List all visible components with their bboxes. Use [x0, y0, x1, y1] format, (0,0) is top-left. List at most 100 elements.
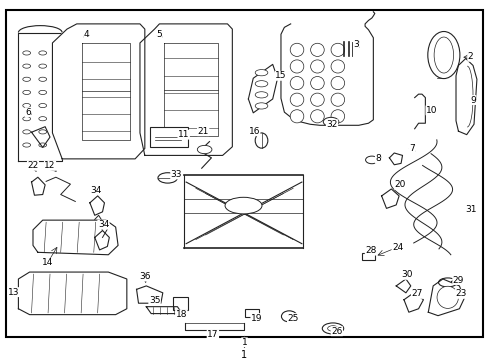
Text: 27: 27: [410, 289, 422, 298]
Polygon shape: [95, 230, 109, 250]
Polygon shape: [455, 58, 476, 135]
Text: 34: 34: [90, 185, 102, 194]
Ellipse shape: [158, 173, 177, 183]
Text: 6: 6: [25, 108, 31, 117]
Ellipse shape: [255, 103, 267, 109]
Ellipse shape: [289, 43, 303, 57]
Ellipse shape: [330, 43, 344, 57]
Ellipse shape: [23, 90, 30, 94]
Ellipse shape: [433, 37, 453, 73]
Text: 22: 22: [27, 161, 39, 170]
Ellipse shape: [330, 110, 344, 123]
Ellipse shape: [255, 69, 267, 76]
Ellipse shape: [255, 133, 267, 148]
Text: 36: 36: [139, 272, 150, 281]
Ellipse shape: [310, 76, 324, 90]
Text: 17: 17: [207, 330, 218, 339]
Ellipse shape: [289, 76, 303, 90]
Text: 5: 5: [156, 30, 162, 39]
Bar: [172, 297, 188, 310]
Bar: [245, 310, 259, 317]
Ellipse shape: [23, 77, 30, 81]
Text: 33: 33: [170, 170, 182, 179]
Polygon shape: [33, 220, 118, 255]
Ellipse shape: [23, 51, 30, 55]
Text: 10: 10: [425, 106, 437, 115]
Polygon shape: [52, 24, 144, 159]
Polygon shape: [140, 24, 232, 156]
Text: 25: 25: [287, 314, 298, 323]
Ellipse shape: [197, 145, 211, 154]
Text: 16: 16: [248, 127, 260, 136]
Polygon shape: [90, 196, 104, 215]
Text: 29: 29: [452, 275, 463, 284]
Ellipse shape: [39, 117, 46, 121]
Ellipse shape: [39, 90, 46, 94]
Text: 9: 9: [469, 95, 475, 104]
Text: 35: 35: [148, 296, 160, 305]
Text: 34: 34: [98, 220, 109, 229]
Ellipse shape: [23, 103, 30, 108]
Text: 31: 31: [464, 204, 475, 213]
Text: 3: 3: [353, 40, 359, 49]
Text: 21: 21: [197, 127, 208, 136]
Text: 18: 18: [175, 310, 186, 319]
Polygon shape: [19, 32, 62, 161]
Ellipse shape: [438, 278, 456, 287]
Text: 1: 1: [241, 350, 247, 360]
Ellipse shape: [255, 92, 267, 98]
Text: 8: 8: [375, 154, 380, 163]
Ellipse shape: [365, 156, 377, 164]
Ellipse shape: [39, 130, 46, 134]
Bar: [362, 253, 374, 260]
FancyBboxPatch shape: [6, 10, 482, 337]
Ellipse shape: [323, 117, 338, 126]
Ellipse shape: [327, 326, 338, 331]
Text: 24: 24: [391, 243, 403, 252]
Polygon shape: [427, 279, 463, 316]
Ellipse shape: [281, 311, 296, 322]
Polygon shape: [248, 64, 277, 113]
Ellipse shape: [427, 32, 459, 78]
Text: 12: 12: [44, 161, 56, 170]
Ellipse shape: [289, 110, 303, 123]
Polygon shape: [31, 127, 50, 148]
Ellipse shape: [310, 110, 324, 123]
Polygon shape: [403, 293, 423, 312]
Ellipse shape: [289, 93, 303, 106]
Text: 20: 20: [394, 180, 405, 189]
Ellipse shape: [23, 130, 30, 134]
Polygon shape: [381, 189, 398, 208]
Text: 19: 19: [250, 314, 262, 323]
Text: 26: 26: [330, 327, 342, 336]
Ellipse shape: [255, 81, 267, 87]
Text: 14: 14: [42, 258, 53, 267]
Text: 4: 4: [83, 30, 89, 39]
Text: 2: 2: [467, 52, 472, 61]
Ellipse shape: [23, 143, 30, 147]
Ellipse shape: [39, 77, 46, 81]
Polygon shape: [136, 286, 163, 303]
Polygon shape: [19, 272, 126, 315]
Polygon shape: [414, 94, 425, 129]
Text: 13: 13: [8, 288, 19, 297]
Ellipse shape: [310, 60, 324, 73]
Polygon shape: [146, 307, 182, 314]
Bar: [149, 127, 187, 148]
Text: 11: 11: [178, 130, 189, 139]
Ellipse shape: [322, 323, 343, 334]
Ellipse shape: [224, 197, 262, 214]
Ellipse shape: [330, 60, 344, 73]
Text: 1: 1: [241, 338, 247, 347]
Text: 28: 28: [365, 246, 376, 255]
Ellipse shape: [289, 60, 303, 73]
Text: 32: 32: [325, 120, 337, 129]
Ellipse shape: [330, 93, 344, 106]
Ellipse shape: [310, 93, 324, 106]
Text: 23: 23: [454, 289, 466, 298]
Polygon shape: [31, 177, 45, 195]
Ellipse shape: [39, 143, 46, 147]
Text: 15: 15: [275, 71, 286, 80]
Ellipse shape: [39, 51, 46, 55]
Text: 7: 7: [408, 144, 414, 153]
